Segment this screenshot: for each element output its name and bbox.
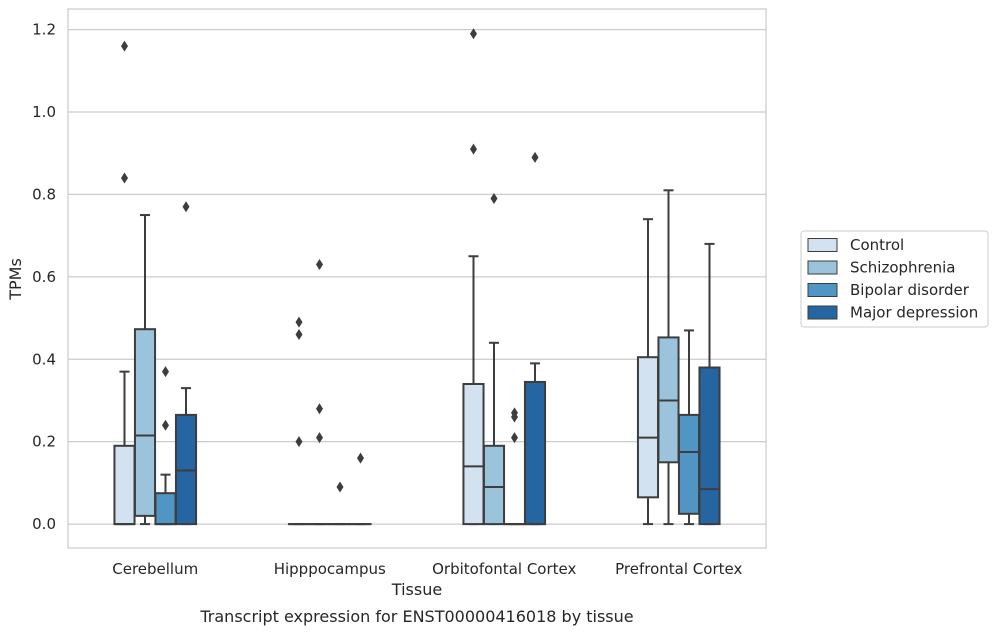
box <box>462 382 485 526</box>
box-group <box>636 218 660 526</box>
x-tick-labels: Cerebellum Hipppocampus Orbitofontal Corte… <box>112 560 742 578</box>
outlier-point <box>295 329 303 341</box>
x-tick-label: Prefrontal Cortex <box>615 560 742 578</box>
outlier-point <box>162 419 170 431</box>
plot-frame <box>67 8 767 549</box>
outlier-point <box>490 193 498 205</box>
legend-swatch <box>807 238 838 252</box>
box-group <box>523 151 547 526</box>
legend-swatch <box>807 305 838 320</box>
outlier-point <box>162 366 170 378</box>
box <box>482 444 506 526</box>
chart-caption: Transcript expression for ENST0000041601… <box>199 607 633 626</box>
y-tick-label: 0.0 <box>32 515 56 533</box>
box-group <box>154 366 177 526</box>
box-group <box>287 316 311 526</box>
box <box>677 413 701 515</box>
y-tick-label: 0.4 <box>32 350 56 368</box>
legend-label: Control <box>850 236 904 254</box>
outlier-point <box>120 172 128 184</box>
box-group <box>328 481 352 526</box>
x-axis-label: Tissue <box>391 580 442 599</box>
outlier-point <box>315 258 323 270</box>
legend-frame <box>800 230 989 328</box>
legend-label: Major depression <box>850 304 978 322</box>
outlier-point <box>511 432 519 444</box>
y-tick-label: 1.2 <box>32 21 56 39</box>
outlier-point <box>469 28 477 40</box>
y-tick-label: 1.0 <box>32 103 56 121</box>
box-group <box>133 214 157 526</box>
legend-swatch <box>807 260 838 275</box>
outlier-point <box>511 407 519 419</box>
box-group <box>503 407 526 526</box>
outlier-point <box>182 201 190 213</box>
box <box>698 366 721 526</box>
y-tick-label: 0.2 <box>32 433 56 451</box>
legend-label: Schizophrenia <box>850 259 955 277</box>
y-tick-labels: 0.0 0.2 0.4 0.6 0.8 1.0 1.2 <box>32 21 56 533</box>
outlier-point <box>315 403 323 415</box>
x-tick-label: Hipppocampus <box>274 560 386 578</box>
outlier-point <box>120 40 128 52</box>
y-axis-label: TPMs <box>6 258 25 301</box>
box-group <box>349 452 372 526</box>
box <box>154 492 177 526</box>
outlier-point <box>315 432 323 444</box>
box-group <box>174 201 198 526</box>
outlier-point <box>336 481 344 493</box>
box-elements <box>113 28 721 526</box>
box-group <box>113 40 136 526</box>
x-tick-label: Cerebellum <box>112 560 198 578</box>
x-tick-label: Orbitofontal Cortex <box>432 560 576 578</box>
legend-swatch <box>807 283 838 297</box>
box-group <box>657 189 680 526</box>
outlier-point <box>295 436 303 448</box>
box-group <box>482 193 506 526</box>
y-tick-label: 0.6 <box>32 268 56 286</box>
box <box>636 356 660 499</box>
box <box>523 380 547 526</box>
outlier-point <box>295 316 303 328</box>
legend: Control Schizophrenia Bipolar disorder Majo… <box>800 230 989 328</box>
legend-label: Bipolar disorder <box>850 281 970 299</box>
outlier-point <box>469 143 477 155</box>
box-group <box>462 28 485 526</box>
box-group <box>677 329 701 526</box>
outlier-point <box>357 452 365 464</box>
box-group <box>698 242 721 526</box>
box-group <box>308 258 331 526</box>
box <box>133 328 157 517</box>
y-tick-label: 0.8 <box>32 185 56 203</box>
box <box>113 444 136 526</box>
outlier-point <box>531 151 539 163</box>
box <box>174 413 198 526</box>
